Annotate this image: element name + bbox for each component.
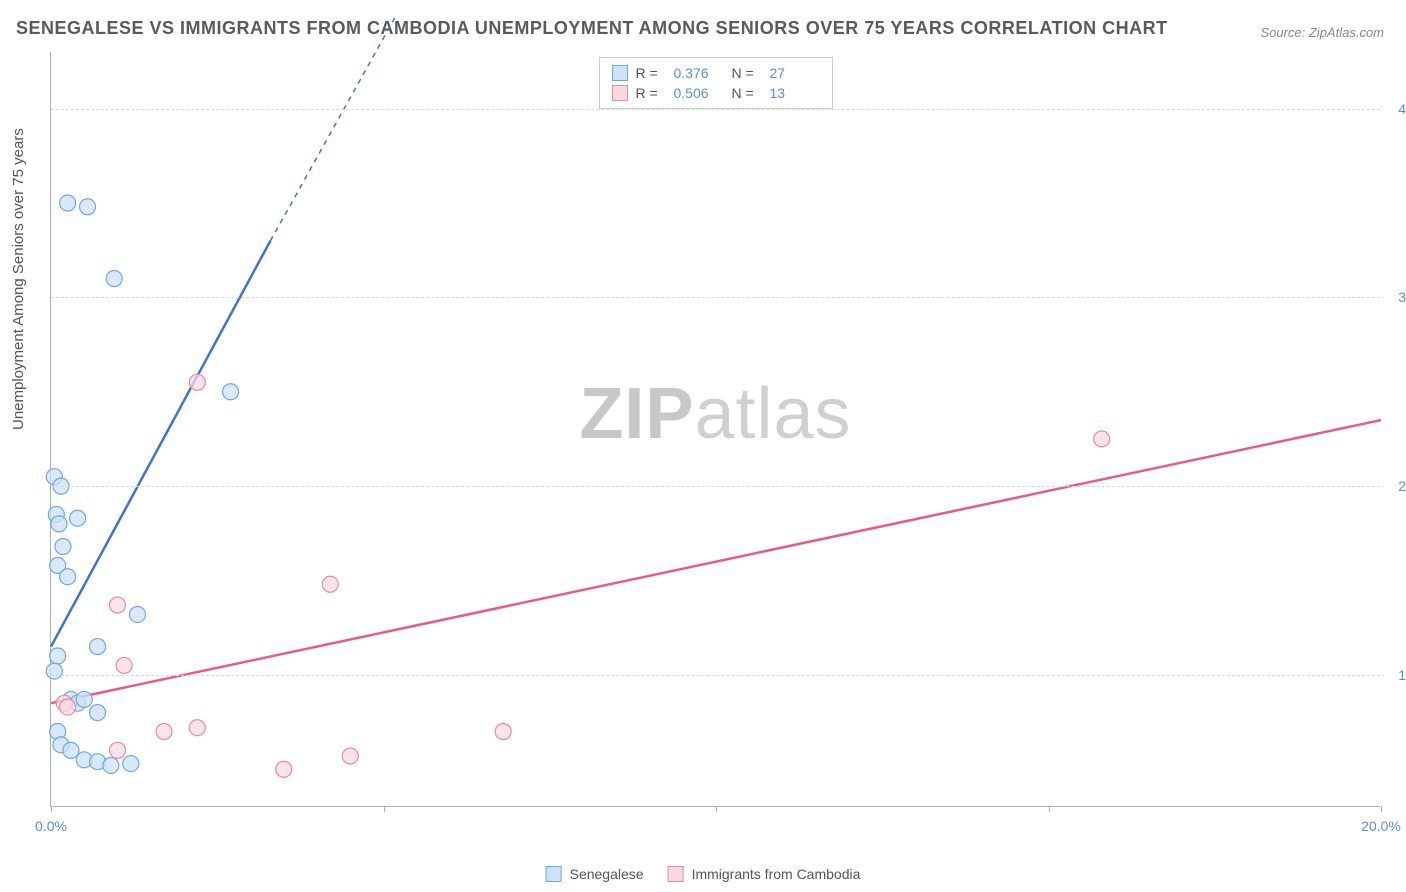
series-legend: Senegalese Immigrants from Cambodia [546, 866, 861, 882]
data-point [70, 510, 86, 526]
chart-title: SENEGALESE VS IMMIGRANTS FROM CAMBODIA U… [16, 18, 1168, 39]
data-point [80, 199, 96, 215]
trend-line [51, 420, 1381, 703]
data-point [116, 657, 132, 673]
data-point [106, 271, 122, 287]
data-point [90, 639, 106, 655]
data-point [60, 699, 76, 715]
x-tick [1381, 806, 1382, 812]
y-axis-label: Unemployment Among Seniors over 75 years [10, 128, 27, 430]
swatch-senegalese [612, 65, 628, 81]
y-tick-label: 10.0% [1388, 667, 1406, 683]
data-point [55, 539, 71, 555]
data-point [322, 576, 338, 592]
data-point [46, 663, 62, 679]
data-point [51, 516, 67, 532]
data-point [103, 757, 119, 773]
trend-line [51, 241, 270, 647]
swatch-cambodia [612, 85, 628, 101]
y-tick-label: 40.0% [1388, 101, 1406, 117]
trend-line-extrapolated [270, 14, 396, 241]
legend-item-cambodia: Immigrants from Cambodia [668, 866, 861, 882]
data-point [495, 724, 511, 740]
data-point [223, 384, 239, 400]
x-tick-label: 20.0% [1361, 818, 1401, 834]
data-point [1094, 431, 1110, 447]
data-point [156, 724, 172, 740]
gridline-h [51, 486, 1380, 487]
gridline-h [51, 675, 1380, 676]
data-point [342, 748, 358, 764]
x-tick-label: 0.0% [35, 818, 67, 834]
data-point [123, 756, 139, 772]
data-point [110, 742, 126, 758]
x-tick [1049, 806, 1050, 812]
legend-row-cambodia: R = 0.506 N = 13 [612, 83, 820, 103]
data-point [276, 761, 292, 777]
plot-area: ZIPatlas R = 0.376 N = 27 R = 0.506 N = … [50, 52, 1380, 807]
data-point [90, 705, 106, 721]
data-point [110, 597, 126, 613]
y-tick-label: 30.0% [1388, 289, 1406, 305]
legend-item-senegalese: Senegalese [546, 866, 644, 882]
x-tick [384, 806, 385, 812]
y-tick-label: 20.0% [1388, 478, 1406, 494]
data-point [63, 742, 79, 758]
x-tick [716, 806, 717, 812]
data-point [129, 606, 145, 622]
data-point [189, 720, 205, 736]
source-attribution: Source: ZipAtlas.com [1260, 25, 1384, 40]
gridline-h [51, 297, 1380, 298]
legend-row-senegalese: R = 0.376 N = 27 [612, 63, 820, 83]
data-point [189, 374, 205, 390]
data-point [50, 648, 66, 664]
data-point [76, 691, 92, 707]
correlation-legend: R = 0.376 N = 27 R = 0.506 N = 13 [599, 57, 833, 109]
x-tick [51, 806, 52, 812]
data-point [60, 195, 76, 211]
data-point [60, 569, 76, 585]
